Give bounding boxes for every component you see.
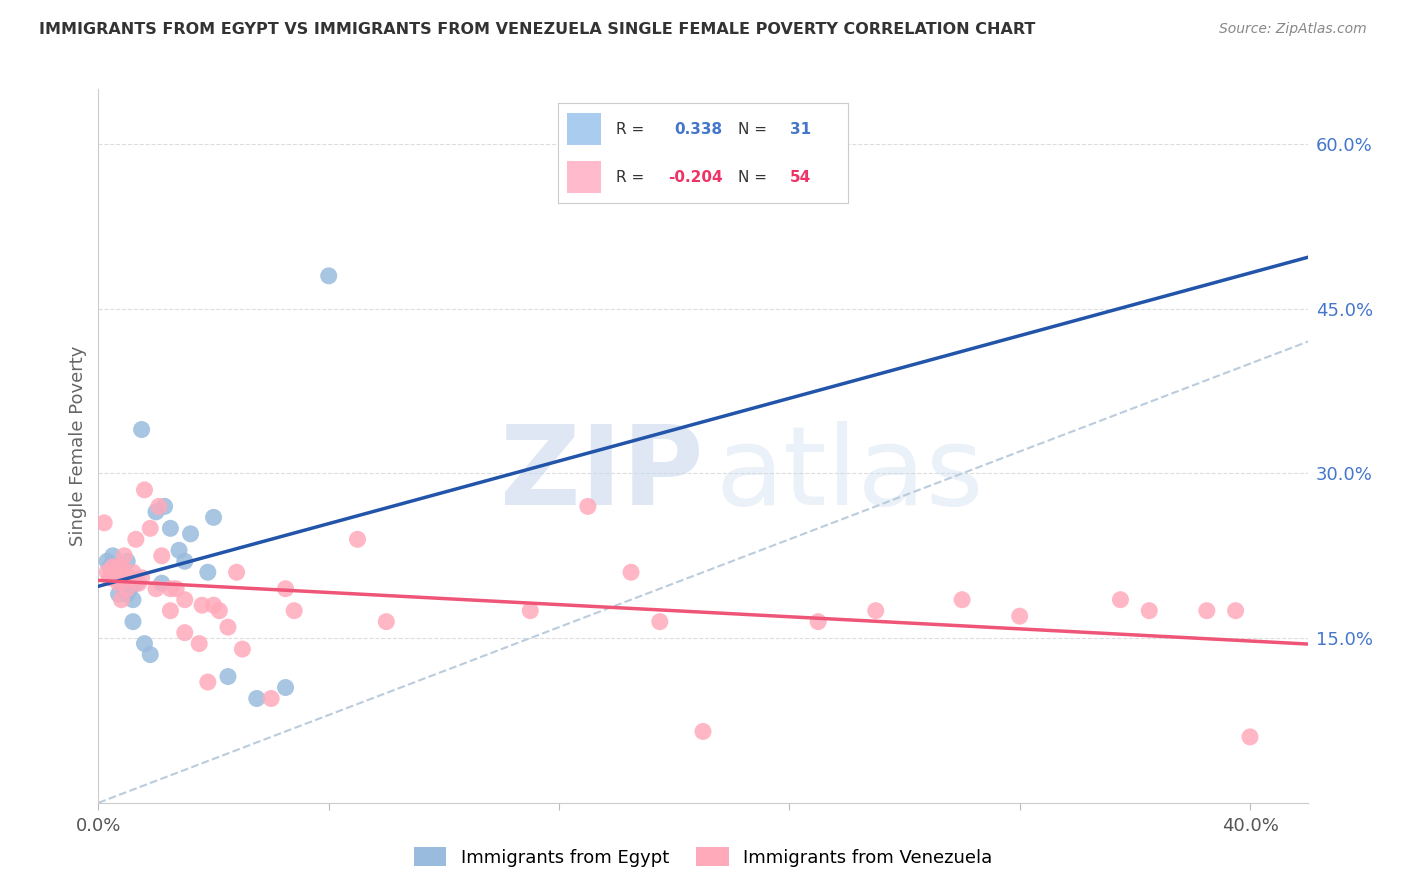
Legend: Immigrants from Egypt, Immigrants from Venezuela: Immigrants from Egypt, Immigrants from V… (406, 840, 1000, 874)
Point (110, 576, 132, 591)
Point (202, 510, 225, 524)
Point (225, 566, 247, 580)
Point (159, 521, 181, 535)
Point (107, 559, 129, 574)
Point (173, 625, 195, 640)
Point (148, 500, 170, 514)
Point (202, 598, 225, 612)
Text: ZIP: ZIP (499, 421, 703, 528)
Point (318, 268, 340, 283)
Point (150, 576, 173, 591)
Point (208, 604, 231, 618)
Point (159, 582, 181, 596)
Point (1137, 604, 1160, 618)
Point (167, 543, 190, 558)
Point (115, 582, 138, 596)
Point (346, 533, 368, 547)
Point (112, 582, 135, 596)
Point (1008, 609, 1031, 624)
Point (150, 549, 173, 563)
Point (173, 592, 195, 607)
Point (122, 615, 145, 629)
Point (159, 604, 181, 618)
Point (93, 516, 115, 530)
Point (153, 500, 176, 514)
Point (107, 587, 129, 601)
Point (96, 554, 118, 568)
Point (1225, 604, 1247, 618)
Point (274, 681, 297, 695)
Point (134, 483, 156, 497)
Point (165, 582, 187, 596)
Point (231, 642, 253, 657)
Point (115, 554, 138, 568)
Text: IMMIGRANTS FROM EGYPT VS IMMIGRANTS FROM VENEZUELA SINGLE FEMALE POVERTY CORRELA: IMMIGRANTS FROM EGYPT VS IMMIGRANTS FROM… (39, 22, 1036, 37)
Point (1109, 592, 1132, 607)
Point (576, 500, 599, 514)
Point (139, 648, 162, 662)
Point (101, 571, 124, 585)
Text: Source: ZipAtlas.com: Source: ZipAtlas.com (1219, 22, 1367, 37)
Point (519, 604, 541, 618)
Point (260, 691, 283, 706)
Point (217, 620, 239, 634)
Point (120, 582, 142, 596)
Point (107, 576, 129, 591)
Point (180, 526, 202, 541)
Point (1239, 730, 1261, 744)
Point (112, 549, 135, 563)
Point (104, 571, 127, 585)
Point (125, 576, 148, 591)
Point (620, 566, 643, 580)
Point (115, 587, 138, 601)
Point (283, 604, 305, 618)
Point (110, 559, 132, 574)
Point (197, 566, 219, 580)
Point (139, 521, 162, 535)
Point (246, 691, 269, 706)
Point (807, 615, 830, 629)
Point (134, 637, 156, 651)
Point (145, 582, 167, 596)
Point (101, 566, 124, 580)
Point (104, 559, 127, 574)
Point (648, 615, 671, 629)
Point (125, 533, 148, 547)
Point (107, 566, 129, 580)
Point (217, 669, 239, 683)
Text: atlas: atlas (716, 421, 984, 528)
Point (98, 571, 121, 585)
Point (145, 505, 167, 519)
Point (120, 571, 142, 585)
Point (98, 559, 121, 574)
Point (122, 592, 145, 607)
Point (110, 592, 132, 607)
Point (274, 582, 297, 596)
Point (96, 566, 118, 580)
Point (131, 571, 153, 585)
Point (101, 549, 124, 563)
Point (197, 675, 219, 690)
Point (692, 724, 714, 739)
Point (128, 576, 150, 591)
Point (101, 559, 124, 574)
Point (173, 554, 195, 568)
Y-axis label: Single Female Poverty: Single Female Poverty (69, 346, 87, 546)
Point (865, 604, 887, 618)
Point (122, 566, 145, 580)
Point (191, 598, 214, 612)
Point (1195, 604, 1218, 618)
Point (375, 615, 398, 629)
Point (188, 637, 211, 651)
Point (950, 592, 973, 607)
Point (131, 423, 153, 437)
